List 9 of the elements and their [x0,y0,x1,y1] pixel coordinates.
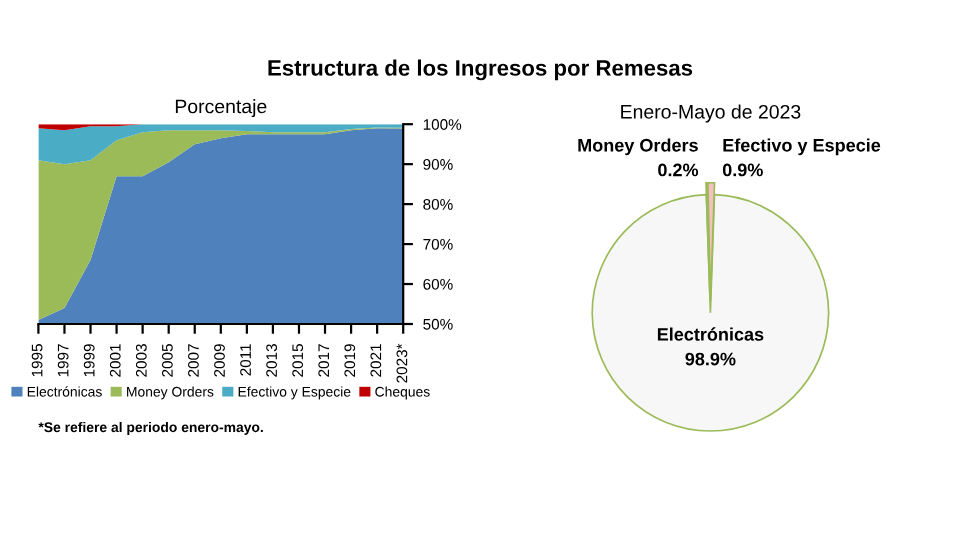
slice-label: Money Orders [578,138,698,156]
data-label: 0.9% [722,163,763,177]
chart-subtitle: Enero-Mayo de 2023 [621,104,801,123]
slice-label: Efectivo y Especie [723,138,881,156]
chart-subtitle: Porcentaje [175,99,267,118]
data-label: 0.2% [658,163,699,177]
text: Estructura de los Ingresos por Remesas [268,59,693,81]
slice-label: Electrónicas [657,327,764,341]
data-label: 98.9% [685,352,736,366]
